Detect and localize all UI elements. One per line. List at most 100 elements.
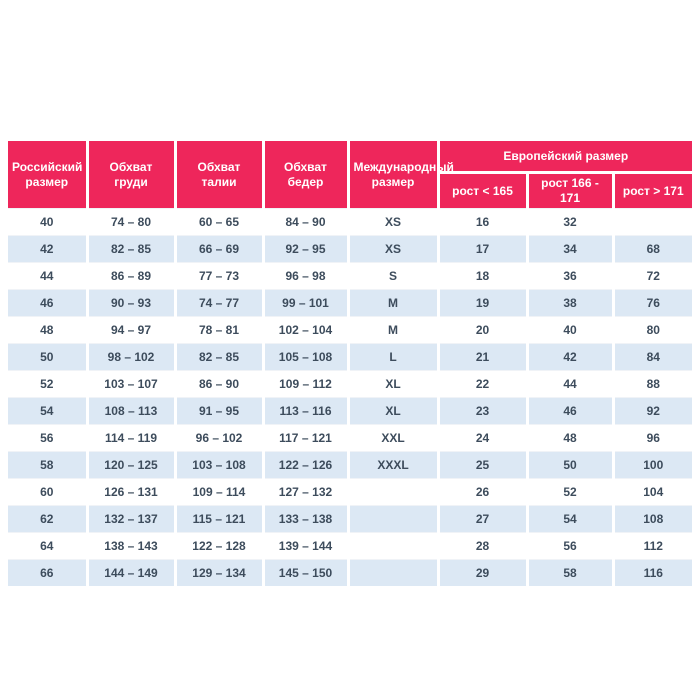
cell-euro-166-171: 58 xyxy=(525,559,613,586)
cell-chest: 74 – 80 xyxy=(85,208,175,236)
cell-waist: 77 – 73 xyxy=(173,262,263,290)
cell-hips: 84 – 90 xyxy=(261,208,348,236)
cell-euro-166-171: 42 xyxy=(525,343,613,371)
cell-hips: 113 – 116 xyxy=(261,397,348,425)
cell-international-size: XXXL xyxy=(346,451,438,479)
col-header-international-size: Международный размер xyxy=(346,141,454,209)
cell-euro-gt-171: 100 xyxy=(611,451,693,479)
table-row: 54 108 – 113 91 – 95 113 – 116 XL 23 46 … xyxy=(8,397,693,425)
cell-euro-166-171: 34 xyxy=(525,235,613,263)
cell-chest: 94 – 97 xyxy=(85,316,175,344)
cell-international-size xyxy=(346,478,438,506)
table-row: 56 114 – 119 96 – 102 117 – 121 XXL 24 4… xyxy=(8,424,693,452)
cell-international-size: XS xyxy=(346,235,438,263)
cell-international-size: M xyxy=(346,289,438,317)
cell-euro-166-171: 32 xyxy=(525,208,613,236)
cell-euro-gt-171: 112 xyxy=(611,532,693,560)
cell-waist: 96 – 102 xyxy=(173,424,263,452)
col-header-russian-size: Российский размер xyxy=(8,141,87,209)
cell-russian-size: 46 xyxy=(8,289,87,317)
col-header-height-gt-171: рост > 171 xyxy=(611,172,693,209)
cell-international-size: L xyxy=(346,343,438,371)
cell-euro-lt-165: 26 xyxy=(436,478,527,506)
cell-euro-gt-171: 88 xyxy=(611,370,693,398)
cell-euro-lt-165: 24 xyxy=(436,424,527,452)
col-header-waist: Обхват талии xyxy=(173,141,263,209)
cell-chest: 138 – 143 xyxy=(85,532,175,560)
cell-euro-166-171: 36 xyxy=(525,262,613,290)
cell-chest: 90 – 93 xyxy=(85,289,175,317)
cell-euro-lt-165: 17 xyxy=(436,235,527,263)
cell-euro-gt-171: 108 xyxy=(611,505,693,533)
cell-euro-166-171: 46 xyxy=(525,397,613,425)
cell-russian-size: 60 xyxy=(8,478,87,506)
cell-euro-lt-165: 25 xyxy=(436,451,527,479)
cell-hips: 133 – 138 xyxy=(261,505,348,533)
cell-russian-size: 56 xyxy=(8,424,87,452)
cell-international-size: XS xyxy=(346,208,438,236)
cell-international-size: XL xyxy=(346,370,438,398)
table-row: 60 126 – 131 109 – 114 127 – 132 26 52 1… xyxy=(8,478,693,506)
table-row: 58 120 – 125 103 – 108 122 – 126 XXXL 25… xyxy=(8,451,693,479)
cell-hips: 122 – 126 xyxy=(261,451,348,479)
size-chart-table: Российский размер Обхват груди Обхват та… xyxy=(8,141,693,586)
cell-euro-lt-165: 20 xyxy=(436,316,527,344)
cell-euro-lt-165: 23 xyxy=(436,397,527,425)
cell-euro-gt-171: 116 xyxy=(611,559,693,586)
cell-chest: 98 – 102 xyxy=(85,343,175,371)
cell-waist: 82 – 85 xyxy=(173,343,263,371)
cell-waist: 115 – 121 xyxy=(173,505,263,533)
cell-euro-gt-171: 68 xyxy=(611,235,693,263)
cell-hips: 99 – 101 xyxy=(261,289,348,317)
cell-hips: 96 – 98 xyxy=(261,262,348,290)
cell-euro-gt-171: 96 xyxy=(611,424,693,452)
cell-waist: 78 – 81 xyxy=(173,316,263,344)
table-row: 50 98 – 102 82 – 85 105 – 108 L 21 42 84 xyxy=(8,343,693,371)
cell-euro-166-171: 54 xyxy=(525,505,613,533)
cell-russian-size: 42 xyxy=(8,235,87,263)
cell-international-size: M xyxy=(346,316,438,344)
cell-hips: 109 – 112 xyxy=(261,370,348,398)
cell-euro-gt-171: 72 xyxy=(611,262,693,290)
cell-international-size: XXL xyxy=(346,424,438,452)
cell-hips: 102 – 104 xyxy=(261,316,348,344)
cell-euro-166-171: 52 xyxy=(525,478,613,506)
table-row: 52 103 – 107 86 – 90 109 – 112 XL 22 44 … xyxy=(8,370,693,398)
table-row: 42 82 – 85 66 – 69 92 – 95 XS 17 34 68 xyxy=(8,235,693,263)
cell-russian-size: 48 xyxy=(8,316,87,344)
cell-chest: 82 – 85 xyxy=(85,235,175,263)
cell-international-size: S xyxy=(346,262,438,290)
table-row: 44 86 – 89 77 – 73 96 – 98 S 18 36 72 xyxy=(8,262,693,290)
cell-euro-lt-165: 22 xyxy=(436,370,527,398)
cell-chest: 108 – 113 xyxy=(85,397,175,425)
table-row: 62 132 – 137 115 – 121 133 – 138 27 54 1… xyxy=(8,505,693,533)
col-header-chest: Обхват груди xyxy=(85,141,175,209)
cell-euro-gt-171: 84 xyxy=(611,343,693,371)
cell-russian-size: 62 xyxy=(8,505,87,533)
cell-russian-size: 54 xyxy=(8,397,87,425)
col-header-height-166-171: рост 166 - 171 xyxy=(525,172,613,209)
cell-hips: 127 – 132 xyxy=(261,478,348,506)
cell-russian-size: 64 xyxy=(8,532,87,560)
cell-euro-lt-165: 29 xyxy=(436,559,527,586)
cell-euro-gt-171: 92 xyxy=(611,397,693,425)
cell-chest: 114 – 119 xyxy=(85,424,175,452)
table-header: Российский размер Обхват груди Обхват та… xyxy=(8,141,693,209)
cell-russian-size: 66 xyxy=(8,559,87,586)
cell-russian-size: 44 xyxy=(8,262,87,290)
col-header-european-size: Европейский размер xyxy=(436,141,693,174)
cell-waist: 60 – 65 xyxy=(173,208,263,236)
cell-chest: 120 – 125 xyxy=(85,451,175,479)
cell-waist: 66 – 69 xyxy=(173,235,263,263)
cell-hips: 139 – 144 xyxy=(261,532,348,560)
table-body: 40 74 – 80 60 – 65 84 – 90 XS 16 32 42 8… xyxy=(8,208,693,586)
cell-international-size xyxy=(346,505,438,533)
cell-euro-166-171: 48 xyxy=(525,424,613,452)
table-row: 64 138 – 143 122 – 128 139 – 144 28 56 1… xyxy=(8,532,693,560)
cell-hips: 92 – 95 xyxy=(261,235,348,263)
table-row: 46 90 – 93 74 – 77 99 – 101 M 19 38 76 xyxy=(8,289,693,317)
cell-chest: 126 – 131 xyxy=(85,478,175,506)
cell-waist: 109 – 114 xyxy=(173,478,263,506)
cell-euro-gt-171 xyxy=(611,208,693,236)
